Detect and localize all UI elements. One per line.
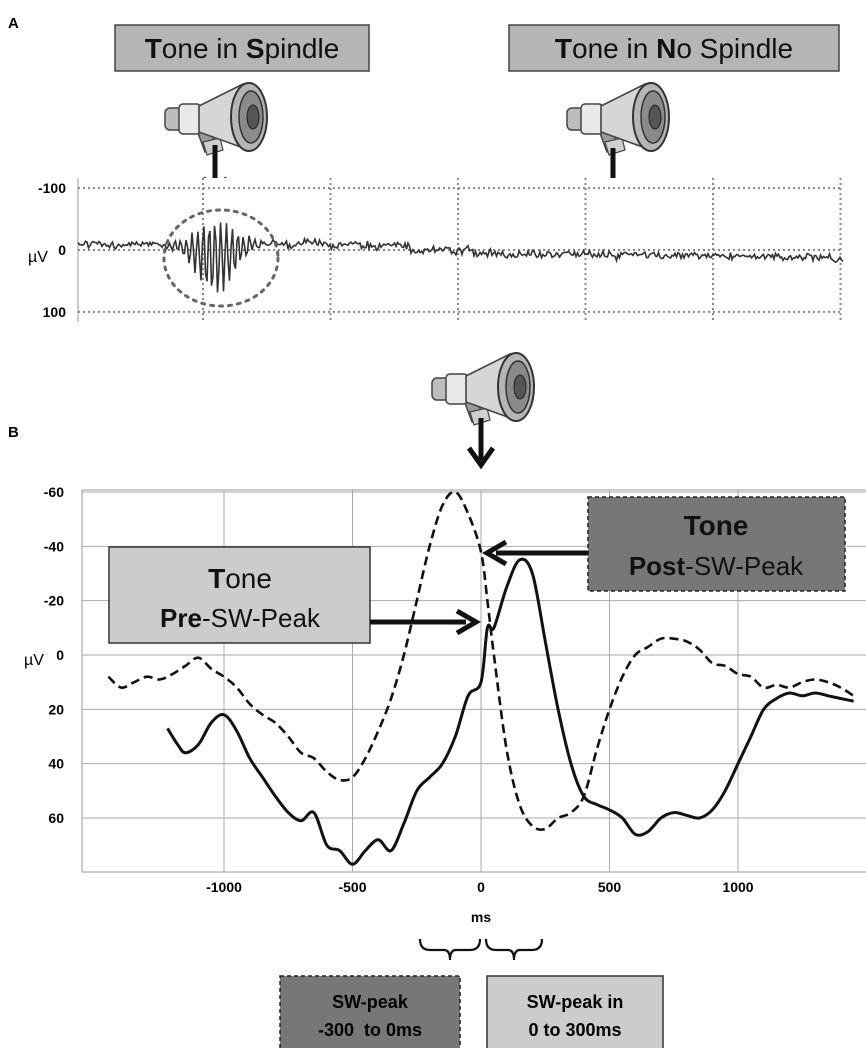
- svg-text:Tone in No Spindle: Tone in No Spindle: [555, 33, 793, 64]
- plot-b-xlabel: ms: [471, 909, 491, 925]
- megaphone-icon: [164, 82, 268, 156]
- plot-b-ylabel: µV: [24, 652, 44, 669]
- plot-b-x-ticks: -1000 -500 0 500 1000: [206, 879, 754, 895]
- megaphone-icon: [566, 82, 670, 156]
- plot-a-ticks: -100 0 100: [38, 180, 66, 320]
- brace-post: [484, 938, 544, 961]
- spindle-bold1: T: [145, 33, 162, 64]
- label-sw-peak-pre: SW-peak -300 to 0ms: [279, 975, 461, 1048]
- spindle-text1: one in: [162, 33, 246, 64]
- svg-text:Tone: Tone: [208, 563, 272, 594]
- label-tone-in-spindle: Tone in Spindle: [114, 24, 370, 72]
- sw-post-line1: SW-peak in: [527, 992, 624, 1012]
- panel-a-letter: A: [8, 15, 19, 32]
- spindle-text2: pindle: [265, 33, 340, 64]
- y-tick-label: 100: [43, 304, 67, 320]
- nospindle-text1: one in: [572, 33, 656, 64]
- y-tick-label: 60: [48, 810, 64, 826]
- label-tone-post-sw-peak: Tone Post-SW-Peak: [587, 496, 846, 592]
- eeg-trace-plot: -100 0 100: [38, 178, 844, 322]
- sw-post-line2: 0 to 300ms: [528, 1020, 621, 1040]
- x-tick-label: -1000: [206, 879, 242, 895]
- spindle-highlight-circle: [162, 208, 280, 308]
- x-tick-label: -500: [338, 879, 366, 895]
- tone-arrowhead-b: [466, 446, 496, 470]
- pre-line1-text: one: [225, 563, 272, 594]
- label-tone-pre-sw-peak: Tone Pre-SW-Peak: [108, 546, 371, 644]
- eeg-trace: [77, 222, 844, 293]
- y-tick-label: 20: [48, 701, 64, 717]
- plot-b-y-ticks: -60 -40 -20 0 20 40 60: [44, 484, 64, 826]
- post-line1: Tone: [684, 510, 749, 541]
- panel-b-letter: B: [8, 424, 19, 441]
- brace-pre: [418, 938, 482, 961]
- sw-pre-line1: SW-peak: [332, 992, 409, 1012]
- pre-line2-text: -SW-Peak: [202, 603, 321, 633]
- y-tick-label: -20: [44, 593, 64, 609]
- erp-plot: -60 -40 -20 0 20 40 60 -1000 -500 0 500 1000: [44, 484, 866, 895]
- arrowhead-pre: [455, 608, 481, 636]
- y-tick-label: 0: [58, 242, 66, 258]
- y-tick-label: 0: [56, 647, 64, 663]
- sw-pre-line2: -300 to 0ms: [318, 1020, 422, 1040]
- label-sw-peak-post: SW-peak in 0 to 300ms: [486, 975, 664, 1048]
- y-tick-label: -60: [44, 484, 64, 500]
- plot-a-ylabel: µV: [28, 249, 48, 266]
- svg-text:Pre-SW-Peak: Pre-SW-Peak: [160, 603, 321, 633]
- nospindle-text2: o Spindle: [676, 33, 793, 64]
- series-solid-line: [166, 557, 854, 866]
- y-tick-label: -100: [38, 180, 66, 196]
- nospindle-bold1: T: [555, 33, 572, 64]
- svg-text:Tone in Spindle: Tone in Spindle: [145, 33, 340, 64]
- pre-line2-bold: Pre: [160, 603, 202, 633]
- nospindle-bold2: N: [656, 33, 676, 64]
- y-tick-label: 40: [48, 756, 64, 772]
- x-tick-label: 1000: [722, 879, 753, 895]
- label-tone-in-no-spindle: Tone in No Spindle: [508, 24, 840, 72]
- post-line2-bold: Post: [629, 551, 686, 581]
- svg-text:Post-SW-Peak: Post-SW-Peak: [629, 551, 804, 581]
- y-tick-label: -40: [44, 538, 64, 554]
- pre-line1-bold: T: [208, 563, 225, 594]
- x-tick-label: 500: [598, 879, 622, 895]
- spindle-bold2: S: [246, 33, 265, 64]
- series-dashed-line: [107, 490, 855, 831]
- post-line2-text: -SW-Peak: [685, 551, 804, 581]
- arrowhead-post: [482, 539, 508, 567]
- megaphone-icon: [431, 352, 535, 426]
- x-tick-label: 0: [477, 879, 485, 895]
